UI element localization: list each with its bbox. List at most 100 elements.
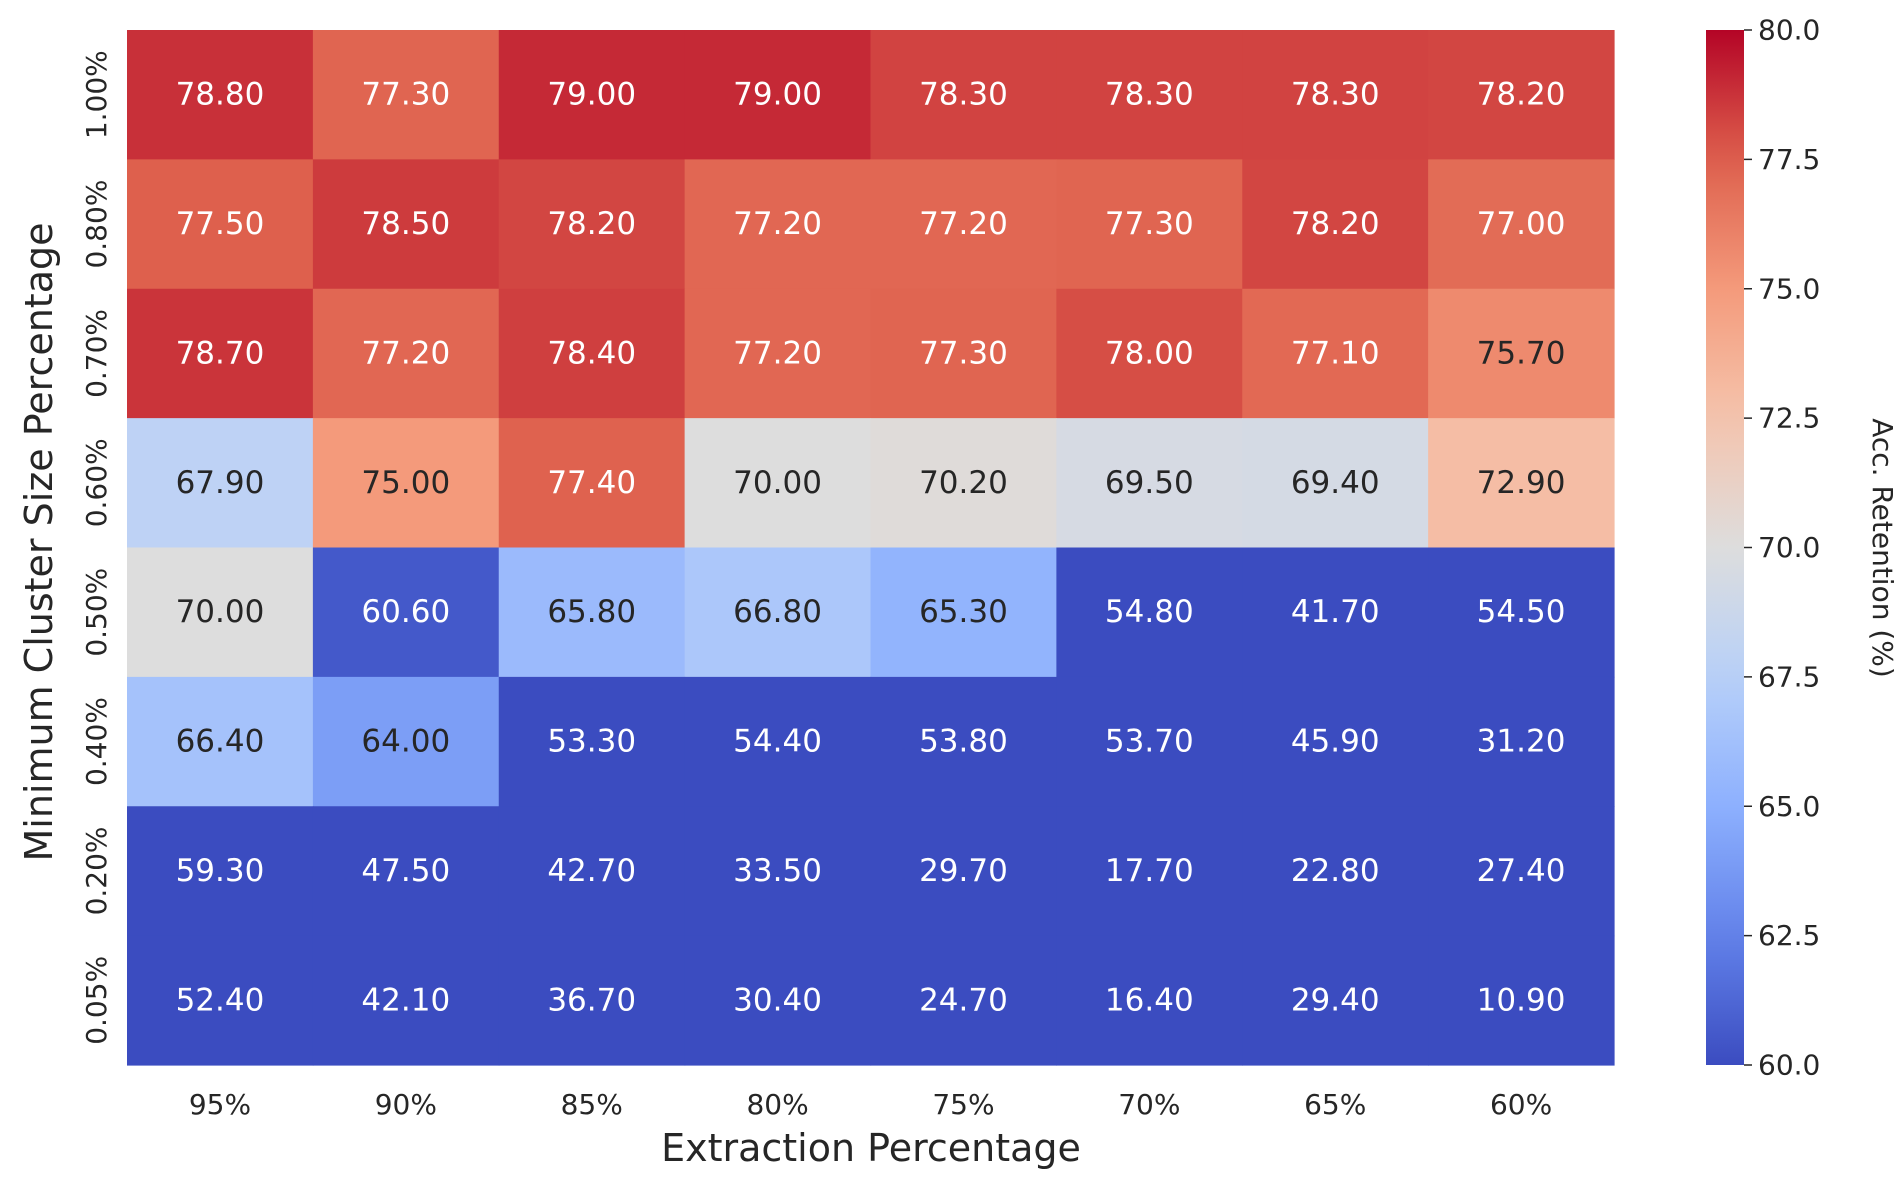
y-axis-tick-labels: 1.00% 0.80% 0.70% 0.60% 0.50% 0.40% 0.20% 0.05% <box>80 50 113 1045</box>
cell-value-r4-c0: 70.00 <box>176 594 265 630</box>
colorbar-tick-label-7: 77.5 <box>1758 143 1820 176</box>
colorbar <box>1706 30 1744 1065</box>
colorbar-tick-label-8: 80.0 <box>1758 14 1820 47</box>
heatmap-cell-r3-c2 <box>498 418 686 549</box>
heatmap-cell-r1-c4 <box>870 159 1057 290</box>
heatmap-cell-r3-c6 <box>1242 418 1429 549</box>
heatmap-cell-r5-c3 <box>684 676 872 807</box>
cell-value-r5-c2: 53.30 <box>547 724 636 760</box>
heatmap-cell-r1-c3 <box>684 159 872 290</box>
y-tick-label-4: 0.50% <box>80 568 113 657</box>
cell-value-r0-c5: 78.30 <box>1105 77 1194 113</box>
heatmap-cell-r7-c2 <box>498 935 686 1066</box>
cell-value-r4-c3: 66.80 <box>733 594 822 630</box>
heatmap-cell-r3-c0 <box>127 418 314 549</box>
cell-value-r0-c7: 78.20 <box>1477 77 1566 113</box>
cell-value-r2-c1: 77.20 <box>361 335 450 371</box>
heatmap-cell-r0-c1 <box>312 30 500 160</box>
cell-value-r3-c1: 75.00 <box>361 465 450 501</box>
heatmap-cell-r2-c5 <box>1056 288 1243 419</box>
heatmap-cell-r4-c0 <box>127 547 314 678</box>
y-axis-title: Minimum Cluster Size Percentage <box>17 223 61 862</box>
heatmap-cell-r0-c4 <box>870 30 1057 160</box>
colorbar-tick-label-2: 65.0 <box>1758 790 1820 823</box>
cell-value-r5-c1: 64.00 <box>361 724 450 760</box>
heatmap-cell-r4-c6 <box>1242 547 1429 678</box>
y-tick-label-3: 0.60% <box>80 438 113 527</box>
cell-value-r0-c2: 79.00 <box>547 77 636 113</box>
x-tick-label-3: 80% <box>746 1088 808 1121</box>
x-tick-label-6: 65% <box>1304 1088 1366 1121</box>
cell-value-r5-c7: 31.20 <box>1477 724 1566 760</box>
x-tick-label-0: 95% <box>189 1088 251 1121</box>
cell-value-r0-c1: 77.30 <box>361 77 450 113</box>
heatmap-cell-r7-c4 <box>870 935 1057 1066</box>
heatmap-cell-r5-c1 <box>312 676 500 807</box>
heatmap-cell-r0-c5 <box>1056 30 1243 160</box>
cell-value-r6-c2: 42.70 <box>547 853 636 889</box>
cell-value-r6-c6: 22.80 <box>1291 853 1380 889</box>
colorbar-title: Acc. Retention (%) <box>1866 418 1899 678</box>
heatmap-cell-r0-c7 <box>1428 30 1615 160</box>
heatmap-cell-r3-c5 <box>1056 418 1243 549</box>
heatmap-cell-r2-c1 <box>312 288 500 419</box>
heatmap-cell-r0-c0 <box>127 30 314 160</box>
cell-value-r6-c4: 29.70 <box>919 853 1008 889</box>
cell-value-r2-c7: 75.70 <box>1477 335 1566 371</box>
heatmap-cell-r0-c6 <box>1242 30 1429 160</box>
colorbar-tick-label-5: 72.5 <box>1758 402 1820 435</box>
cell-value-r4-c1: 60.60 <box>361 594 450 630</box>
colorbar-tick-label-1: 62.5 <box>1758 919 1820 952</box>
y-tick-label-6: 0.20% <box>80 826 113 915</box>
cell-value-r5-c3: 54.40 <box>733 724 822 760</box>
heatmap-cell-r1-c7 <box>1428 159 1615 290</box>
cell-value-r7-c5: 16.40 <box>1105 982 1194 1018</box>
cell-value-r1-c6: 78.20 <box>1291 206 1380 242</box>
cell-value-r1-c3: 77.20 <box>733 206 822 242</box>
x-tick-label-2: 85% <box>561 1088 623 1121</box>
cell-value-r5-c5: 53.70 <box>1105 724 1194 760</box>
heatmap-cell-r5-c0 <box>127 676 314 807</box>
y-tick-label-2: 0.70% <box>80 309 113 398</box>
cell-value-r4-c5: 54.80 <box>1105 594 1194 630</box>
colorbar-ticks: 60.0 62.5 65.0 67.5 70.0 72.5 75.0 77.5 80.0 <box>1744 14 1820 1082</box>
cell-value-r4-c6: 41.70 <box>1291 594 1380 630</box>
colorbar-tick-label-6: 75.0 <box>1758 272 1820 305</box>
heatmap-cell-r4-c4 <box>870 547 1057 678</box>
cell-value-r0-c3: 79.00 <box>733 77 822 113</box>
colorbar-tick-label-3: 67.5 <box>1758 660 1820 693</box>
cell-value-r3-c0: 67.90 <box>176 465 265 501</box>
heatmap-cell-r2-c2 <box>498 288 686 419</box>
cell-value-r6-c7: 27.40 <box>1477 853 1566 889</box>
heatmap-cell-r3-c3 <box>684 418 872 549</box>
colorbar-tick-label-0: 60.0 <box>1758 1049 1820 1082</box>
heatmap-cell-r7-c3 <box>684 935 872 1066</box>
heatmap-cell-r1-c0 <box>127 159 314 290</box>
heatmap-cell-r6-c5 <box>1056 806 1243 937</box>
heatmap-cell-r5-c2 <box>498 676 686 807</box>
heatmap-cell-r0-c2 <box>498 30 686 160</box>
x-axis-title: Extraction Percentage <box>661 1126 1081 1170</box>
cell-value-r7-c6: 29.40 <box>1291 982 1380 1018</box>
heatmap-cell-r4-c2 <box>498 547 686 678</box>
cell-value-r4-c4: 65.30 <box>919 594 1008 630</box>
cell-value-r1-c4: 77.20 <box>919 206 1008 242</box>
heatmap-cell-r5-c5 <box>1056 676 1243 807</box>
heatmap-cell-r4-c7 <box>1428 547 1615 678</box>
heatmap-cell-r5-c7 <box>1428 676 1615 807</box>
heatmap-cell-r2-c4 <box>870 288 1057 419</box>
heatmap-cell-r7-c7 <box>1428 935 1615 1066</box>
heatmap-cell-r6-c6 <box>1242 806 1429 937</box>
cell-value-r3-c5: 69.50 <box>1105 465 1194 501</box>
heatmap-cell-r1-c1 <box>312 159 500 290</box>
cell-value-r7-c7: 10.90 <box>1477 982 1566 1018</box>
cell-value-r7-c4: 24.70 <box>919 982 1008 1018</box>
cell-value-r1-c7: 77.00 <box>1477 206 1566 242</box>
x-axis-tick-labels: 95% 90% 85% 80% 75% 70% 65% 60% <box>189 1088 1552 1121</box>
cell-value-r7-c2: 36.70 <box>547 982 636 1018</box>
cell-value-r0-c0: 78.80 <box>176 77 265 113</box>
heatmap-cell-r2-c7 <box>1428 288 1615 419</box>
x-tick-label-7: 60% <box>1490 1088 1552 1121</box>
heatmap-cell-r1-c2 <box>498 159 686 290</box>
cell-value-r7-c3: 30.40 <box>733 982 822 1018</box>
